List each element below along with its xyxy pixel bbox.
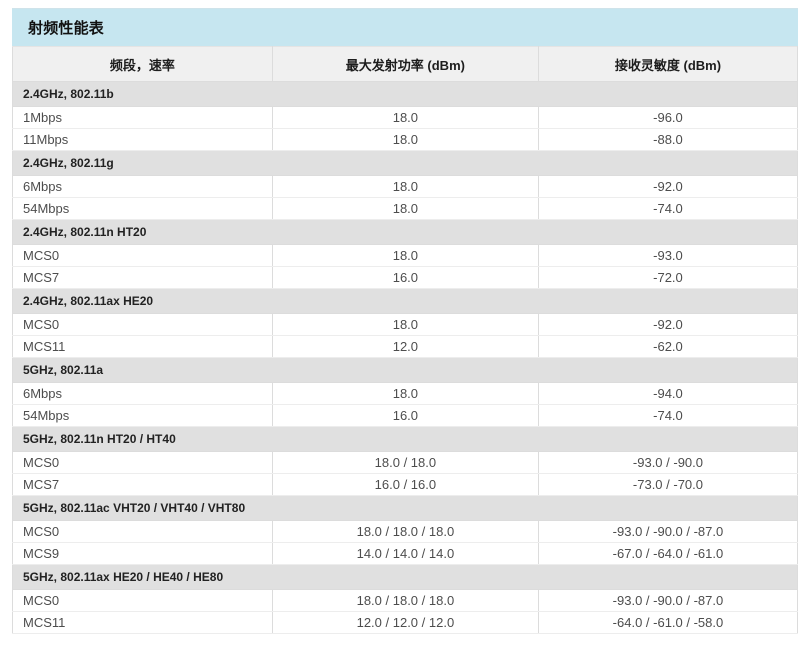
section-label: 2.4GHz, 802.11g: [12, 150, 798, 176]
tx-power-cell: 18.0 / 18.0 / 18.0: [271, 520, 539, 543]
column-header-max-tx-power: 最大发射功率 (dBm): [271, 46, 539, 82]
table-row: 11Mbps 18.0 -88.0: [12, 128, 799, 151]
rx-sensitivity-cell: -74.0: [537, 404, 799, 427]
rate-cell: MCS0: [12, 244, 273, 267]
header-row: 频段，速率 最大发射功率 (dBm) 接收灵敏度 (dBm): [12, 46, 799, 82]
section-row: 2.4GHz, 802.11g: [12, 150, 798, 176]
section-row: 5GHz, 802.11n HT20 / HT40: [12, 426, 798, 452]
rate-cell: MCS7: [12, 266, 273, 289]
section-label: 2.4GHz, 802.11n HT20: [12, 219, 798, 245]
tx-power-cell: 12.0: [271, 335, 539, 358]
table-row: 6Mbps 18.0 -92.0: [12, 175, 799, 198]
rate-cell: MCS11: [12, 335, 273, 358]
tx-power-cell: 16.0: [271, 266, 539, 289]
rate-cell: 54Mbps: [12, 197, 273, 220]
section-row: 5GHz, 802.11a: [12, 357, 798, 383]
section-row: 2.4GHz, 802.11n HT20: [12, 219, 798, 245]
column-header-rx-sensitivity: 接收灵敏度 (dBm): [537, 46, 799, 82]
table-row: MCS11 12.0 -62.0: [12, 335, 799, 358]
table-title-bar: 射频性能表: [12, 8, 798, 46]
section-row: 5GHz, 802.11ac VHT20 / VHT40 / VHT80: [12, 495, 798, 521]
table-row: MCS0 18.0 / 18.0 / 18.0 -93.0 / -90.0 / -8…: [12, 589, 799, 612]
rf-performance-page: 射频性能表 频段，速率 最大发射功率 (dBm) 接收灵敏度 (dBm) 2.4…: [12, 8, 799, 634]
tx-power-cell: 18.0: [271, 313, 539, 336]
section-row: 2.4GHz, 802.11ax HE20: [12, 288, 798, 314]
rate-cell: MCS0: [12, 451, 273, 474]
rx-sensitivity-cell: -72.0: [537, 266, 799, 289]
rate-cell: MCS0: [12, 589, 273, 612]
table-row: MCS0 18.0 / 18.0 -93.0 / -90.0: [12, 451, 799, 474]
section-label: 5GHz, 802.11ax HE20 / HE40 / HE80: [12, 564, 798, 590]
rx-sensitivity-cell: -93.0 / -90.0 / -87.0: [537, 520, 799, 543]
tx-power-cell: 16.0 / 16.0: [271, 473, 539, 496]
table-header: 频段，速率 最大发射功率 (dBm) 接收灵敏度 (dBm): [12, 46, 799, 82]
section-label: 5GHz, 802.11a: [12, 357, 798, 383]
rx-sensitivity-cell: -62.0: [537, 335, 799, 358]
tx-power-cell: 18.0: [271, 106, 539, 129]
tx-power-cell: 18.0: [271, 244, 539, 267]
section-label: 5GHz, 802.11n HT20 / HT40: [12, 426, 798, 452]
section-label: 5GHz, 802.11ac VHT20 / VHT40 / VHT80: [12, 495, 798, 521]
tx-power-cell: 14.0 / 14.0 / 14.0: [271, 542, 539, 565]
section-label: 2.4GHz, 802.11ax HE20: [12, 288, 798, 314]
rx-sensitivity-cell: -93.0 / -90.0 / -87.0: [537, 589, 799, 612]
rx-sensitivity-cell: -92.0: [537, 313, 799, 336]
tx-power-cell: 18.0: [271, 382, 539, 405]
rx-sensitivity-cell: -94.0: [537, 382, 799, 405]
table-row: MCS0 18.0 -93.0: [12, 244, 799, 267]
tx-power-cell: 18.0: [271, 128, 539, 151]
page-title: 射频性能表: [28, 20, 105, 37]
rx-sensitivity-cell: -74.0: [537, 197, 799, 220]
section-label: 2.4GHz, 802.11b: [12, 81, 798, 107]
rate-cell: MCS11: [12, 611, 273, 634]
tx-power-cell: 16.0: [271, 404, 539, 427]
section-row: 2.4GHz, 802.11b: [12, 81, 798, 107]
table-row: MCS0 18.0 -92.0: [12, 313, 799, 336]
rx-sensitivity-cell: -88.0: [537, 128, 799, 151]
rate-cell: 6Mbps: [12, 175, 273, 198]
tx-power-cell: 18.0: [271, 175, 539, 198]
rate-cell: 1Mbps: [12, 106, 273, 129]
rate-cell: MCS0: [12, 520, 273, 543]
rx-sensitivity-cell: -92.0: [537, 175, 799, 198]
table-row: 54Mbps 16.0 -74.0: [12, 404, 799, 427]
section-row: 5GHz, 802.11ax HE20 / HE40 / HE80: [12, 564, 798, 590]
rate-cell: MCS0: [12, 313, 273, 336]
column-header-band-rate: 频段，速率: [12, 46, 273, 82]
rate-cell: 54Mbps: [12, 404, 273, 427]
rx-sensitivity-cell: -73.0 / -70.0: [537, 473, 799, 496]
table-row: MCS7 16.0 / 16.0 -73.0 / -70.0: [12, 473, 799, 496]
rate-cell: MCS9: [12, 542, 273, 565]
table-row: MCS9 14.0 / 14.0 / 14.0 -67.0 / -64.0 / -6…: [12, 542, 799, 565]
table-row: MCS11 12.0 / 12.0 / 12.0 -64.0 / -61.0 / -…: [12, 611, 799, 634]
table-row: 1Mbps 18.0 -96.0: [12, 106, 799, 129]
tx-power-cell: 12.0 / 12.0 / 12.0: [271, 611, 539, 634]
table-row: 54Mbps 18.0 -74.0: [12, 197, 799, 220]
rate-cell: 11Mbps: [12, 128, 273, 151]
rx-sensitivity-cell: -93.0 / -90.0: [537, 451, 799, 474]
rx-sensitivity-cell: -67.0 / -64.0 / -61.0: [537, 542, 799, 565]
rx-sensitivity-cell: -93.0: [537, 244, 799, 267]
rf-table-body: 2.4GHz, 802.11b 1Mbps 18.0 -96.0 11Mbps 18.0-…: [12, 81, 799, 634]
rx-sensitivity-cell: -96.0: [537, 106, 799, 129]
table-row: 6Mbps 18.0 -94.0: [12, 382, 799, 405]
table-row: MCS7 16.0 -72.0: [12, 266, 799, 289]
rf-performance-table: 频段，速率 最大发射功率 (dBm) 接收灵敏度 (dBm) 2.4GHz, 8…: [12, 46, 799, 634]
rx-sensitivity-cell: -64.0 / -61.0 / -58.0: [537, 611, 799, 634]
rate-cell: MCS7: [12, 473, 273, 496]
table-row: MCS0 18.0 / 18.0 / 18.0 -93.0 / -90.0 / -8…: [12, 520, 799, 543]
tx-power-cell: 18.0 / 18.0: [271, 451, 539, 474]
rate-cell: 6Mbps: [12, 382, 273, 405]
tx-power-cell: 18.0: [271, 197, 539, 220]
tx-power-cell: 18.0 / 18.0 / 18.0: [271, 589, 539, 612]
